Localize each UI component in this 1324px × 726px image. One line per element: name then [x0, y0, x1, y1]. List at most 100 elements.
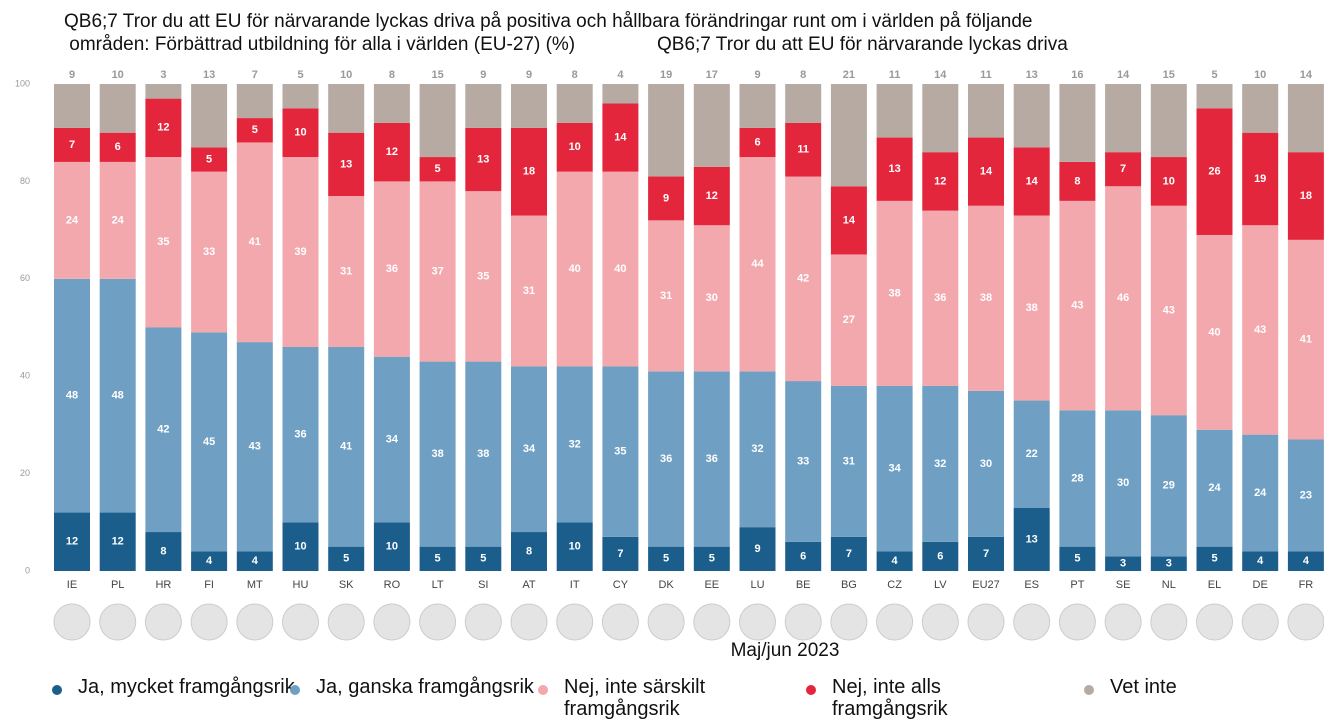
- flag-icon: [53, 603, 91, 641]
- x-tick-label: SI: [478, 579, 488, 591]
- x-tick-label: SK: [339, 579, 354, 591]
- value-label: 3: [1120, 558, 1126, 570]
- value-label: 40: [569, 263, 581, 275]
- value-label: 43: [1071, 299, 1083, 311]
- value-label: 48: [66, 390, 78, 402]
- bar-segment: [1105, 410, 1142, 557]
- value-label: 5: [480, 553, 486, 565]
- value-label: 31: [660, 290, 672, 302]
- legend-swatch: [538, 685, 548, 695]
- bar-segment: [373, 122, 410, 182]
- bar-segment: [648, 546, 685, 571]
- bar-segment: [328, 84, 365, 133]
- x-tick-label: IE: [67, 579, 77, 591]
- value-label: 32: [751, 443, 763, 455]
- value-label: 38: [1026, 302, 1038, 314]
- bar-segment: [373, 84, 410, 123]
- bar-segment: [830, 254, 867, 386]
- bar-segment: [145, 327, 182, 533]
- value-label: 33: [797, 455, 809, 467]
- value-label: 28: [1071, 472, 1083, 484]
- flag-icon: [967, 603, 1005, 641]
- value-label: 18: [523, 166, 535, 178]
- value-label: 34: [523, 443, 536, 455]
- value-label: 30: [706, 292, 718, 304]
- value-label: 6: [754, 136, 760, 148]
- value-label: 21: [843, 69, 855, 81]
- value-label: 10: [340, 69, 352, 81]
- bar-segment: [876, 200, 913, 386]
- value-label: 14: [1117, 69, 1130, 81]
- bar-segment: [1059, 161, 1096, 201]
- bar-segment: [465, 127, 502, 192]
- bar-segment: [1105, 84, 1142, 153]
- flag-icon: [1241, 603, 1279, 641]
- x-tick-label: CZ: [887, 579, 902, 591]
- bar-segment: [1150, 556, 1187, 571]
- x-tick-label: FI: [204, 579, 214, 591]
- bar-segment: [328, 346, 365, 547]
- flag-icon: [1287, 603, 1324, 641]
- value-label: 37: [431, 265, 443, 277]
- bar-segment: [419, 361, 456, 547]
- bar-segment: [191, 147, 228, 172]
- bar-segment: [419, 181, 456, 362]
- value-label: 10: [112, 69, 124, 81]
- value-label: 27: [843, 314, 855, 326]
- value-label: 40: [1208, 326, 1220, 338]
- legend-item: Nej, inte alls framgångsrik: [806, 676, 1052, 720]
- value-label: 14: [843, 214, 856, 226]
- bar-segment: [282, 346, 319, 523]
- bar-segment: [236, 342, 273, 552]
- x-tick-label: CY: [613, 579, 629, 591]
- bar-segment: [54, 84, 90, 128]
- flag-icon: [144, 603, 182, 641]
- bar-segment: [511, 84, 547, 128]
- value-label: 6: [800, 550, 806, 562]
- x-tick-label: FR: [1299, 579, 1314, 591]
- bar-segment: [1196, 108, 1233, 235]
- flag-icon: [601, 603, 639, 641]
- bar-segment: [785, 381, 822, 542]
- bar-segment: [556, 122, 593, 172]
- bar-segment: [511, 215, 547, 367]
- bar-segment: [328, 546, 365, 571]
- flag-icon: [647, 603, 685, 641]
- bar-segment: [830, 186, 867, 255]
- value-label: 46: [1117, 292, 1129, 304]
- value-label: 14: [1026, 175, 1039, 187]
- x-tick-label: AT: [522, 579, 536, 591]
- bar-segment: [648, 176, 685, 221]
- x-axis-label: Maj/jun 2023: [731, 640, 840, 661]
- bar-segment: [54, 512, 90, 571]
- bar-segment: [236, 84, 273, 119]
- value-label: 13: [340, 158, 352, 170]
- value-label: 23: [1300, 489, 1312, 501]
- value-label: 14: [980, 166, 993, 178]
- bar-segment: [648, 84, 685, 177]
- bar-segment: [328, 132, 365, 197]
- bar-segment: [236, 551, 273, 571]
- value-label: 11: [889, 69, 901, 81]
- x-tick-label: IT: [570, 579, 580, 591]
- value-label: 5: [1211, 69, 1217, 81]
- flag-icon: [784, 603, 822, 641]
- x-tick-label: BG: [841, 579, 857, 591]
- bar-segment: [145, 84, 182, 99]
- value-label: 7: [617, 548, 623, 560]
- value-label: 4: [206, 555, 213, 567]
- value-label: 18: [1300, 190, 1312, 202]
- value-label: 43: [1254, 324, 1266, 336]
- value-label: 38: [888, 287, 900, 299]
- bar-segment: [99, 512, 136, 571]
- value-label: 7: [846, 548, 852, 560]
- bar-segment: [693, 371, 730, 547]
- value-label: 13: [1026, 69, 1038, 81]
- bar-segment: [511, 127, 547, 216]
- bar-segment: [328, 196, 365, 347]
- value-label: 8: [389, 69, 395, 81]
- flag-icon: [1013, 603, 1051, 641]
- bar-segment: [1059, 200, 1096, 411]
- value-label: 5: [1074, 553, 1080, 565]
- bar-segment: [556, 522, 593, 571]
